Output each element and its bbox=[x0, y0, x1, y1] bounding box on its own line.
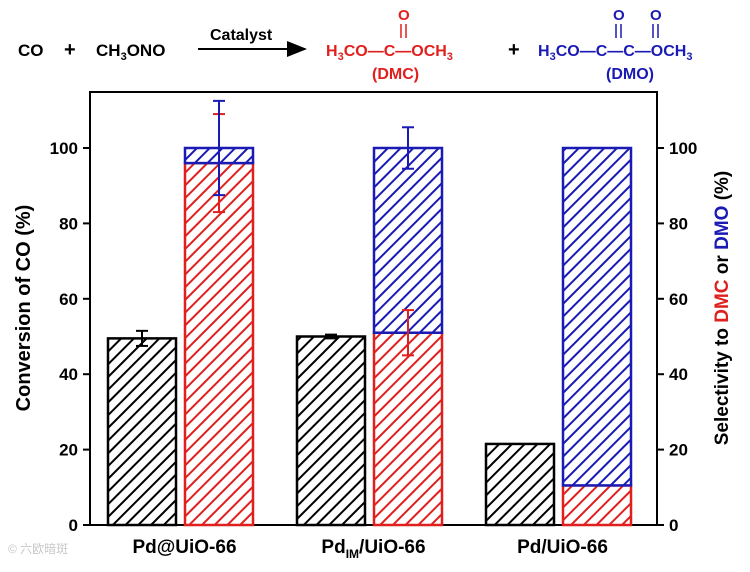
catalyst-label: Catalyst bbox=[210, 27, 273, 44]
dmc-bar-cat1 bbox=[183, 161, 255, 527]
y-right-tick-label-60: 60 bbox=[669, 290, 688, 309]
conversion-bar-cat3 bbox=[484, 442, 556, 527]
y-right-tick-label-20: 20 bbox=[669, 441, 688, 460]
reaction-equation: CO + CH3ONO Catalyst O H3CO—C—OCH3 (DMC)… bbox=[18, 7, 692, 83]
y-left-tick-label-40: 40 bbox=[59, 365, 78, 384]
plus-sign-2: + bbox=[508, 39, 520, 61]
y-right-part-dmo: DMO bbox=[712, 206, 733, 250]
y-right-part-3: or bbox=[712, 250, 733, 280]
dmo-carbonyl-o-1: O bbox=[613, 7, 625, 24]
y-right-tick-label-0: 0 bbox=[669, 516, 678, 535]
dmc-carbonyl-o: O bbox=[398, 7, 410, 24]
y-right-part-1: Selectivity to bbox=[712, 323, 733, 446]
x-tick-label-cat1: Pd@UiO-66 bbox=[132, 537, 236, 558]
dmc-formula: H3CO—C—OCH3 bbox=[326, 43, 453, 63]
axis-ticks: 0 0 20 20 40 40 60 60 80 80 100 100 bbox=[50, 139, 698, 535]
dmo-name: (DMO) bbox=[606, 66, 654, 83]
bars-group bbox=[106, 146, 633, 527]
x-tick-label-cat3: Pd/UiO-66 bbox=[517, 537, 608, 558]
dmc-bar-cat3 bbox=[561, 484, 633, 527]
y-axis-right-title: Selectivity to DMC or DMO (%) bbox=[712, 171, 733, 446]
dmo-bar-cat3 bbox=[561, 146, 633, 487]
y-left-tick-label-0: 0 bbox=[69, 516, 78, 535]
y-right-part-dmc: DMC bbox=[712, 279, 733, 323]
x-tick-labels: Pd@UiO-66 PdIM/UiO-66 Pd/UiO-66 bbox=[132, 537, 607, 561]
x-tick-label-cat2: PdIM/UiO-66 bbox=[321, 537, 425, 561]
conversion-bar-cat2 bbox=[295, 335, 367, 527]
y-axis-left-title: Conversion of CO (%) bbox=[13, 205, 35, 412]
dmo-bar-cat2 bbox=[372, 146, 444, 334]
y-left-tick-label-60: 60 bbox=[59, 290, 78, 309]
dmo-carbonyl-o-2: O bbox=[650, 7, 662, 24]
conversion-bar-cat1 bbox=[106, 337, 178, 527]
plus-sign-1: + bbox=[64, 39, 76, 61]
y-left-tick-label-80: 80 bbox=[59, 214, 78, 233]
y-left-tick-label-20: 20 bbox=[59, 441, 78, 460]
reactant-co: CO bbox=[18, 41, 44, 60]
y-left-tick-label-100: 100 bbox=[50, 139, 78, 158]
dmc-bar-cat2 bbox=[372, 331, 444, 527]
y-right-tick-label-100: 100 bbox=[669, 139, 697, 158]
y-right-tick-label-80: 80 bbox=[669, 214, 688, 233]
reactant-ch3ono: CH3ONO bbox=[96, 41, 165, 63]
y-right-part-5: (%) bbox=[712, 171, 733, 206]
y-right-tick-label-40: 40 bbox=[669, 365, 688, 384]
error-bars-group bbox=[136, 99, 414, 357]
dmc-name: (DMC) bbox=[372, 66, 419, 83]
dmo-formula: H3CO—C—C—OCH3 bbox=[538, 43, 692, 63]
watermark: © 六欧暗斑 bbox=[8, 542, 69, 556]
